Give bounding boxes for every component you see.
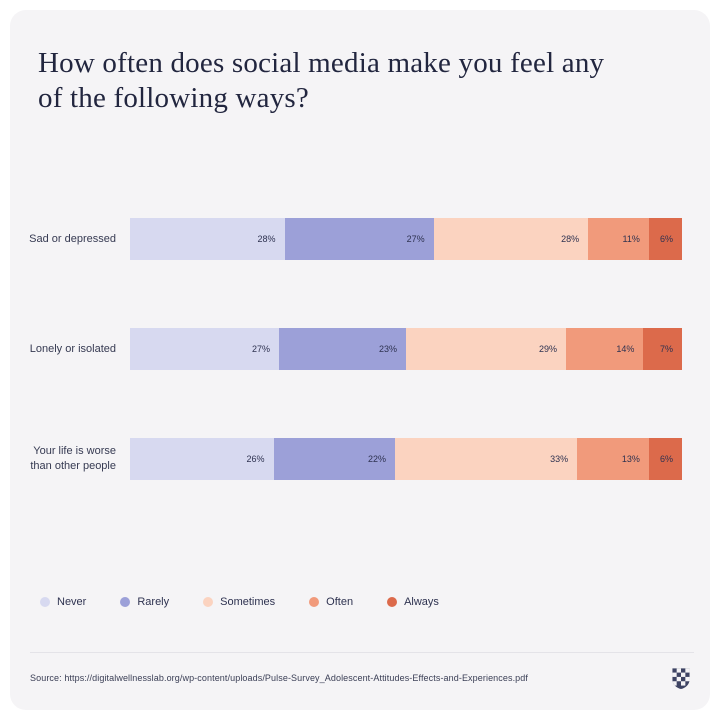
legend-label: Sometimes xyxy=(220,596,276,608)
category-label: Sad or depressed xyxy=(29,232,116,245)
bar-segment-never: 26% xyxy=(130,438,274,480)
source-citation: Source: https://digitalwellnesslab.org/w… xyxy=(30,673,528,683)
bar-segment-rarely: 27% xyxy=(284,218,434,260)
legend-dot-icon xyxy=(203,597,214,607)
legend-item-always: Always xyxy=(387,596,439,608)
legend-item-often: Often xyxy=(309,596,353,608)
legend-label: Often xyxy=(326,596,354,608)
value-label: 14% xyxy=(616,344,635,354)
legend-item-never: Never xyxy=(40,596,86,608)
value-label: 22% xyxy=(367,454,386,464)
value-label: 26% xyxy=(246,454,265,464)
bar-segment-rarely: 23% xyxy=(279,328,406,370)
value-label: 27% xyxy=(252,344,271,354)
bar-segment-never: 27% xyxy=(130,328,280,370)
chart-card: How often does social media make you fee… xyxy=(10,10,710,710)
stacked-bar: 27% 23% 29% 14% 7% xyxy=(130,328,682,370)
legend-item-sometimes: Sometimes xyxy=(203,596,275,608)
legend-label: Rarely xyxy=(137,596,170,608)
bar-segment-sometimes: 33% xyxy=(394,438,578,480)
value-label: 28% xyxy=(257,234,276,244)
legend-dot-icon xyxy=(40,597,50,607)
bar-segment-never: 28% xyxy=(130,218,285,260)
value-label: 29% xyxy=(539,344,558,354)
stacked-bar: 26% 22% 33% 13% 6% xyxy=(130,438,682,480)
bar-segment-always: 6% xyxy=(648,218,682,260)
category-label: Your life is worse than other people xyxy=(30,445,116,472)
value-label: 11% xyxy=(622,234,640,244)
chart-legend: Never Rarely Sometimes Often Always xyxy=(40,596,439,608)
bar-segment-sometimes: 29% xyxy=(405,328,567,370)
value-label: 23% xyxy=(378,344,397,354)
stacked-bar: 28% 27% 28% 11% 6% xyxy=(130,218,682,260)
legend-label: Never xyxy=(57,596,87,608)
value-label: 6% xyxy=(659,234,673,244)
bar-segment-sometimes: 28% xyxy=(433,218,589,260)
value-label: 28% xyxy=(561,234,580,244)
legend-label: Always xyxy=(404,596,439,608)
value-label: 6% xyxy=(659,454,673,464)
legend-item-rarely: Rarely xyxy=(120,596,169,608)
value-label: 27% xyxy=(406,234,425,244)
legend-dot-icon xyxy=(387,597,398,607)
bar-segment-always: 7% xyxy=(643,328,682,370)
chart-row: Your life is worse than other people 26% 2… xyxy=(10,438,682,480)
category-label: Lonely or isolated xyxy=(29,342,116,355)
bar-segment-always: 6% xyxy=(648,438,682,480)
legend-dot-icon xyxy=(309,597,320,607)
value-label: 7% xyxy=(659,344,673,354)
legend-dot-icon xyxy=(120,597,131,607)
bar-segment-often: 14% xyxy=(566,328,644,370)
chart-row: Sad or depressed 28% 27% 28% 11% 6% xyxy=(10,218,682,260)
value-label: 33% xyxy=(550,454,569,464)
footer: Source: https://digitalwellnesslab.org/w… xyxy=(30,652,694,691)
bar-segment-often: 11% xyxy=(588,218,649,260)
checkered-shield-logo-icon xyxy=(672,668,690,690)
bar-segment-rarely: 22% xyxy=(273,438,395,480)
chart-row: Lonely or isolated 27% 23% 29% 14% 7% xyxy=(10,328,682,370)
chart-title: How often does social media make you fee… xyxy=(38,47,605,115)
value-label: 13% xyxy=(621,454,640,464)
stacked-bar-chart: Sad or depressed 28% 27% 28% 11% 6% Lonely or … xyxy=(10,218,682,548)
bar-segment-often: 13% xyxy=(577,438,649,480)
